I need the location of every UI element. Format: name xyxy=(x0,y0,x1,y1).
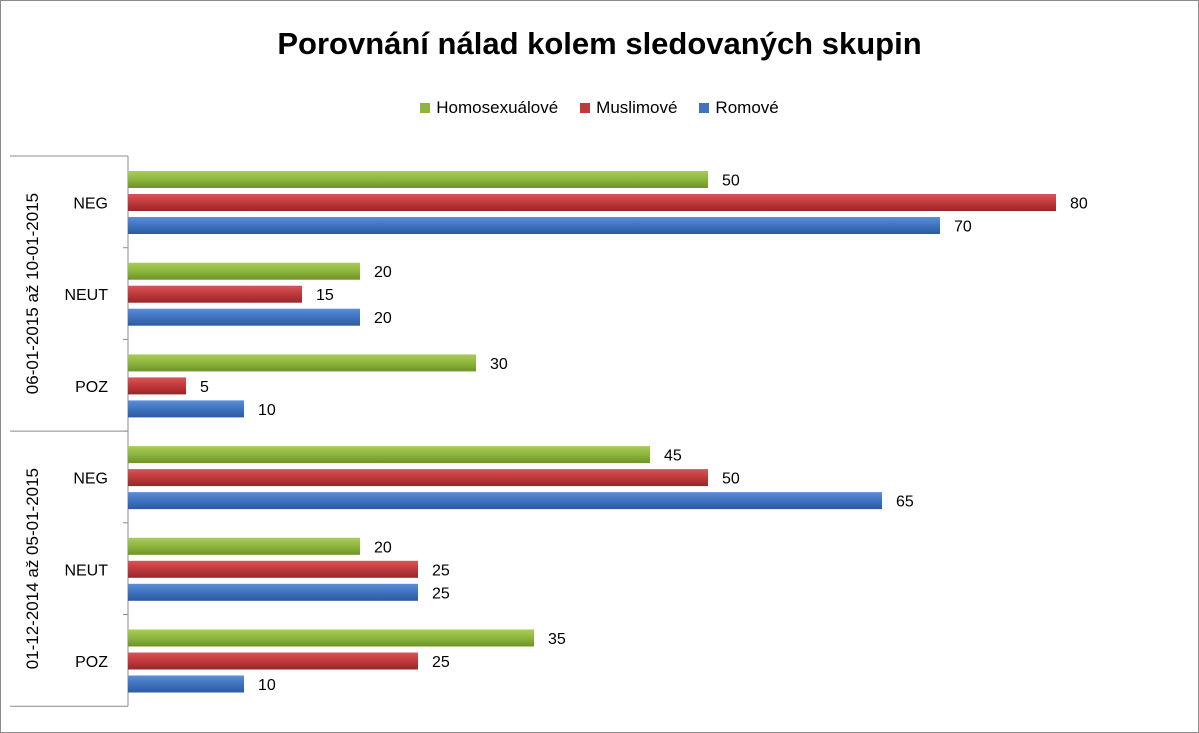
labels-layer: 06-01-2015 až 10-01-2015 NEG 50 80 70 NEUT 20 1… xyxy=(23,173,1088,695)
bar xyxy=(128,446,650,464)
bar xyxy=(128,652,418,670)
data-label: 10 xyxy=(258,677,276,694)
bar xyxy=(128,400,244,418)
category-label: NEUT xyxy=(64,562,108,579)
chart-title: Porovnání nálad kolem sledovaných skupin xyxy=(277,26,922,61)
axis-layer xyxy=(10,155,129,707)
data-label: 25 xyxy=(432,562,450,579)
bar xyxy=(128,217,940,234)
data-label: 50 xyxy=(722,173,740,190)
data-label: 25 xyxy=(432,585,450,602)
group-label: 06-01-2015 až 10-01-2015 xyxy=(23,193,42,394)
bars-layer xyxy=(128,171,1056,693)
data-label: 35 xyxy=(548,631,566,648)
legend-label: Romové xyxy=(715,98,779,117)
bar xyxy=(128,354,476,372)
bar xyxy=(128,171,708,188)
data-label: 25 xyxy=(432,654,450,671)
legend-swatch xyxy=(420,103,431,113)
data-label: 30 xyxy=(490,356,508,373)
legend-label: Homosexuálové xyxy=(436,98,559,117)
data-label: 5 xyxy=(200,379,209,396)
data-label: 20 xyxy=(374,539,392,556)
legend-swatch xyxy=(580,103,591,113)
data-label: 70 xyxy=(954,219,972,236)
legend-label: Muslimové xyxy=(596,98,678,117)
group-label: 01-12-2014 až 05-01-2015 xyxy=(23,468,42,669)
data-label: 65 xyxy=(896,494,914,511)
bar xyxy=(128,492,882,510)
category-label: NEUT xyxy=(64,287,108,304)
data-label: 15 xyxy=(316,287,334,304)
legend-item-muslimove: Muslimové xyxy=(580,98,677,118)
bar xyxy=(128,285,302,303)
bar xyxy=(128,469,708,487)
data-label: 20 xyxy=(374,264,392,281)
category-label: NEG xyxy=(73,471,108,488)
legend-item-homosexualove: Homosexuálové xyxy=(420,98,558,118)
data-label: 80 xyxy=(1070,196,1088,213)
bar xyxy=(128,262,360,280)
category-label: POZ xyxy=(75,654,108,671)
bar xyxy=(128,675,244,693)
data-label: 50 xyxy=(722,471,740,488)
category-label: NEG xyxy=(73,196,108,213)
data-label: 20 xyxy=(374,310,392,327)
bar xyxy=(128,377,186,395)
category-label: POZ xyxy=(75,379,108,396)
bar xyxy=(128,583,418,601)
bar xyxy=(128,537,360,555)
bar xyxy=(128,194,1056,211)
legend-swatch xyxy=(699,103,710,113)
data-label: 45 xyxy=(664,448,682,465)
bar xyxy=(128,560,418,578)
bar xyxy=(128,308,360,326)
bar xyxy=(128,629,534,647)
legend-item-romove: Romové xyxy=(699,98,779,118)
legend: Homosexuálové Muslimové Romové xyxy=(0,98,1199,118)
data-label: 10 xyxy=(258,402,276,419)
